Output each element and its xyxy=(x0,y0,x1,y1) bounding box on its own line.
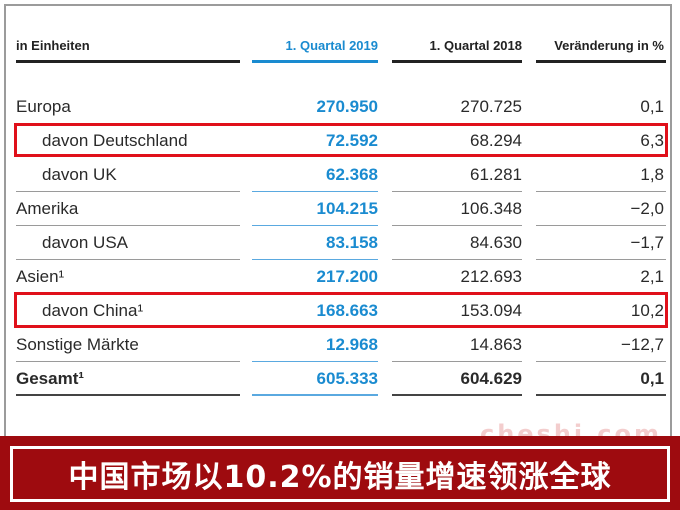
caption-text: 中国市场以10.2%的销量增速领涨全球 xyxy=(68,460,612,495)
caption-banner-border: 中国市场以10.2%的销量增速领涨全球 xyxy=(10,446,670,502)
header-rule-2019 xyxy=(252,60,378,63)
row-divider xyxy=(536,191,666,192)
row-divider xyxy=(252,361,378,362)
header-q1-2018: 1. Quartal 2018 xyxy=(429,38,523,53)
caption-banner: 中国市场以10.2%的销量增速领涨全球 xyxy=(0,436,680,510)
row-divider xyxy=(252,191,378,192)
value-2018: 212.693 xyxy=(460,267,522,286)
table-row-sonstige: Sonstige Märkte 12.968 14.863 −12,7 xyxy=(0,328,680,362)
row-divider xyxy=(536,394,666,396)
value-change: −2,0 xyxy=(630,199,664,218)
value-2019: 12.968 xyxy=(326,335,378,354)
row-divider xyxy=(16,191,240,192)
value-2019: 168.663 xyxy=(316,301,378,320)
value-2018: 68.294 xyxy=(470,131,522,150)
value-2018: 106.348 xyxy=(460,199,522,218)
value-2018: 153.094 xyxy=(460,301,522,320)
row-divider xyxy=(536,361,666,362)
row-divider xyxy=(16,225,240,226)
value-change: 1,8 xyxy=(640,165,664,184)
row-label: Europa xyxy=(16,97,71,116)
value-change: −1,7 xyxy=(630,233,664,252)
value-change: 10,2 xyxy=(630,301,664,320)
row-divider xyxy=(536,225,666,226)
value-2019: 270.950 xyxy=(316,97,378,116)
value-change: −12,7 xyxy=(620,335,664,354)
row-divider xyxy=(392,394,522,396)
header-change-percent: Veränderung in % xyxy=(554,38,664,53)
row-label: davon China¹ xyxy=(42,301,144,320)
row-label: Asien¹ xyxy=(16,267,65,286)
header-rule-change xyxy=(536,60,666,63)
value-2018: 604.629 xyxy=(460,369,522,388)
header-rule-units xyxy=(16,60,240,63)
row-label: Gesamt¹ xyxy=(16,369,85,388)
header-units: in Einheiten xyxy=(16,38,90,53)
header-q1-2019: 1. Quartal 2019 xyxy=(285,38,379,53)
value-2018: 61.281 xyxy=(470,165,522,184)
row-divider xyxy=(392,191,522,192)
value-change: 0,1 xyxy=(640,97,664,116)
value-2018: 14.863 xyxy=(470,335,522,354)
table-row-asien: Asien¹ 217.200 212.693 2,1 xyxy=(0,260,680,294)
value-2019: 104.215 xyxy=(316,199,378,218)
table-row-uk: davon UK 62.368 61.281 1,8 xyxy=(0,158,680,192)
value-change: 2,1 xyxy=(640,267,664,286)
highlight-box-china xyxy=(14,292,668,328)
row-divider xyxy=(536,259,666,260)
table-row-gesamt: Gesamt¹ 605.333 604.629 0,1 xyxy=(0,362,680,396)
table-row-deutschland: davon Deutschland 72.592 68.294 6,3 xyxy=(0,124,680,158)
row-label: davon USA xyxy=(42,233,128,252)
value-2019: 605.333 xyxy=(316,369,378,388)
row-label: davon Deutschland xyxy=(42,131,188,150)
row-divider xyxy=(16,259,240,260)
row-divider xyxy=(252,394,378,396)
value-change: 0,1 xyxy=(640,369,664,388)
value-2019: 217.200 xyxy=(316,267,378,286)
table-row-europa: Europa 270.950 270.725 0,1 xyxy=(0,90,680,124)
value-2018: 270.725 xyxy=(460,97,522,116)
row-label: Amerika xyxy=(16,199,79,218)
row-label: Sonstige Märkte xyxy=(16,335,139,354)
row-divider xyxy=(16,394,240,396)
row-label: davon UK xyxy=(42,165,117,184)
value-2019: 72.592 xyxy=(326,131,378,150)
value-change: 6,3 xyxy=(640,131,664,150)
row-divider xyxy=(392,225,522,226)
value-2018: 84.630 xyxy=(470,233,522,252)
highlight-box-deutschland xyxy=(14,123,668,157)
row-divider xyxy=(252,225,378,226)
row-divider xyxy=(252,259,378,260)
value-2019: 83.158 xyxy=(326,233,378,252)
table-row-amerika: Amerika 104.215 106.348 −2,0 xyxy=(0,192,680,226)
header-rule-2018 xyxy=(392,60,522,63)
row-divider xyxy=(392,259,522,260)
table-row-china: davon China¹ 168.663 153.094 10,2 xyxy=(0,294,680,328)
table-row-usa: davon USA 83.158 84.630 −1,7 xyxy=(0,226,680,260)
row-divider xyxy=(392,361,522,362)
value-2019: 62.368 xyxy=(326,165,378,184)
row-divider xyxy=(16,361,240,362)
